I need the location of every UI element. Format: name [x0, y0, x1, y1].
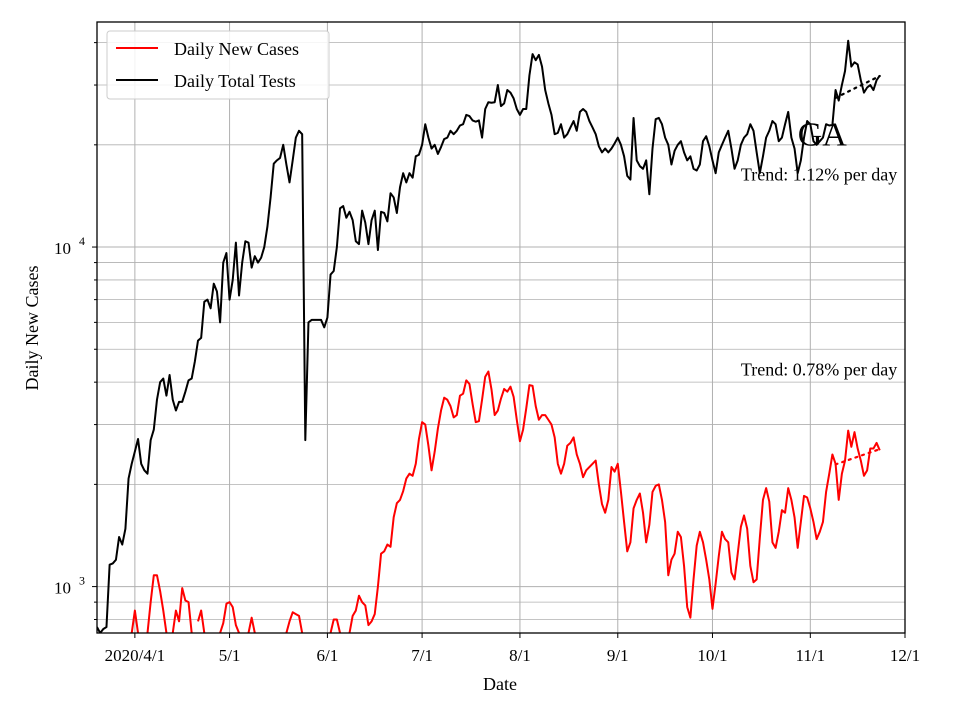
series-line-daily-new-cases [130, 370, 881, 633]
x-axis-label: Date [483, 674, 517, 694]
legend-box [106, 30, 330, 100]
grid [97, 22, 906, 633]
x-tick-label: 7/1 [411, 646, 433, 665]
x-tick-label: 8/1 [509, 646, 531, 665]
x-tick-label: 11/1 [796, 646, 826, 665]
x-tick-label: 6/1 [317, 646, 339, 665]
x-axis: 2020/4/1 5/1 6/1 7/1 8/1 9/1 10/1 11/1 12/1 [105, 633, 920, 665]
series-line-daily-total-tests [97, 39, 881, 633]
plot-area [97, 39, 881, 633]
y-axis: 10 3 10 4 [54, 42, 97, 620]
y-axis-label: Daily New Cases [22, 266, 42, 391]
y-tick-base: 10 [54, 239, 71, 258]
legend-label-cases: Daily New Cases [174, 39, 299, 59]
x-tick-label: 10/1 [697, 646, 727, 665]
y-tick-exponent: 3 [79, 574, 85, 588]
annotations: GA Trend: 1.12% per day Trend: 0.78% per d… [741, 117, 897, 380]
y-tick-base: 10 [54, 579, 71, 598]
legend: Daily New Cases Daily Total Tests [106, 30, 330, 100]
x-tick-label: 2020/4/1 [105, 646, 165, 665]
x-tick-label: 5/1 [219, 646, 241, 665]
plot-frame [96, 21, 906, 634]
annotation-region: GA [798, 117, 848, 154]
x-tick-label: 12/1 [890, 646, 920, 665]
annotation-cases-trend: Trend: 0.78% per day [741, 360, 897, 380]
y-tick-label: 10 [54, 239, 71, 258]
legend-label-tests: Daily Total Tests [174, 71, 296, 91]
annotation-tests-trend: Trend: 1.12% per day [741, 165, 897, 185]
x-tick-label: 9/1 [607, 646, 629, 665]
y-tick-exponent: 4 [79, 234, 85, 248]
trend-line-cases [834, 448, 881, 466]
y-tick-label: 10 [54, 579, 71, 598]
trend-line-tests [834, 74, 881, 99]
